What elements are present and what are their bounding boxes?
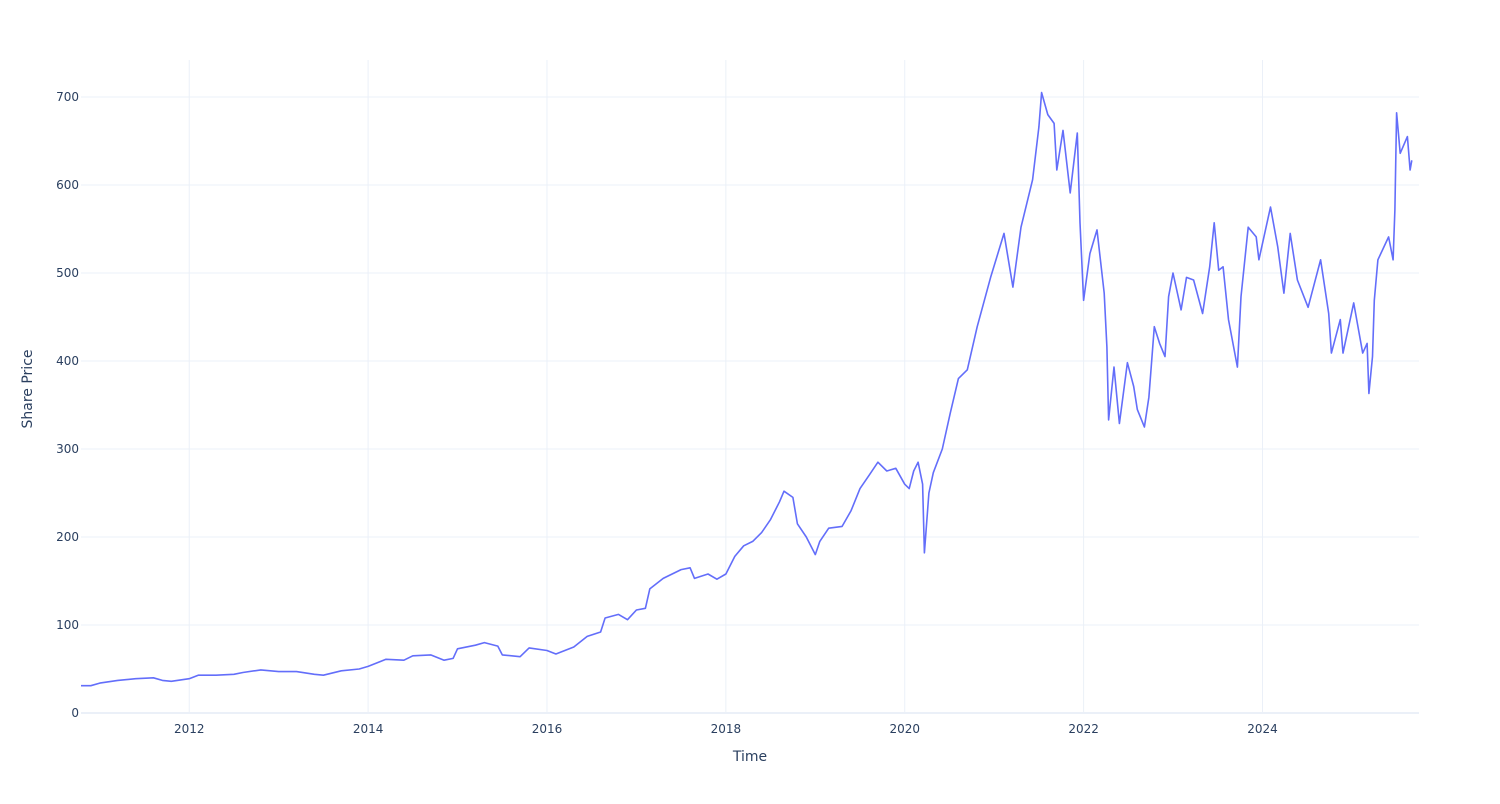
grid [81,60,1419,714]
x-axis-title: Time [732,749,767,765]
share-price-line [81,91,1413,687]
y-tick-label: 300 [56,442,79,456]
x-tick-label: 2016 [532,722,563,736]
y-axis-title: Share Price [20,349,36,428]
x-tick-label: 2022 [1068,722,1099,736]
y-tick-label: 500 [56,266,79,280]
x-axis-ticks: 2012 2014 2016 2018 2020 2022 2024 [174,722,1278,736]
y-tick-label: 400 [56,354,79,368]
y-tick-label: 200 [56,530,79,544]
x-tick-label: 2020 [889,722,920,736]
x-tick-label: 2014 [353,722,384,736]
y-tick-label: 700 [56,90,79,104]
y-axis-ticks: 0 100 200 300 400 500 600 700 [56,90,79,720]
x-tick-label: 2024 [1247,722,1278,736]
y-tick-label: 100 [56,618,79,632]
x-tick-label: 2018 [711,722,742,736]
y-tick-label: 600 [56,178,79,192]
y-tick-label: 0 [71,706,79,720]
x-tick-label: 2012 [174,722,205,736]
